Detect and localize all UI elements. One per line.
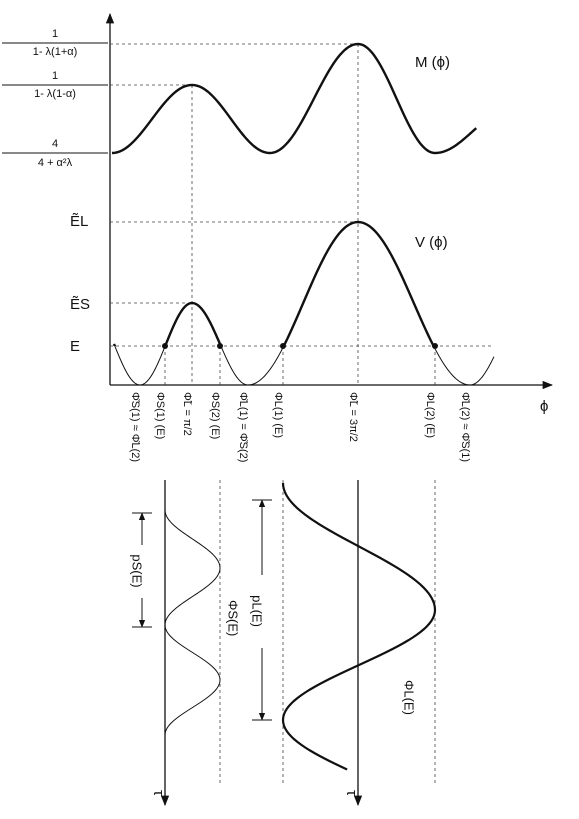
axis-label: ϕ: [540, 398, 548, 415]
level-label: E: [70, 338, 80, 355]
m-labels: 1 1- λ(1+α) 1 1- λ(1-α) 4 4 + α²λ: [2, 28, 108, 169]
x-tick-label: ΦL(1) (E): [272, 392, 284, 438]
curve-label: M (ϕ): [415, 54, 450, 71]
numerator: 1: [52, 28, 58, 40]
x-tick-label: Φ̃L = π/2: [181, 392, 193, 436]
curve-label: ΦL(E): [402, 680, 417, 715]
v-curve-above-e: [112, 220, 435, 346]
denominator: 1- λ(1+α): [33, 46, 78, 58]
numerator: 1: [52, 70, 58, 82]
m-curve: [111, 42, 478, 155]
x-tick-label: ΦL(2) (E): [424, 392, 436, 438]
axis-label: τ: [150, 790, 167, 796]
period-label: pS(E): [130, 554, 145, 587]
period-markers: [132, 499, 272, 721]
curves: [111, 42, 495, 771]
x-tick-label: Φ̌L(1) = Φ̌S(2): [237, 392, 249, 462]
x-tick-label: ΦS(2) (E): [209, 392, 221, 439]
short-orbit: [164, 509, 221, 736]
long-orbit: [281, 482, 437, 771]
denominator: 1- λ(1-α): [34, 88, 76, 100]
x-tick-label: Φ̌S(1) ≈ Φ̌L(2): [129, 392, 141, 462]
curve-label: ΦS(E): [226, 600, 241, 636]
x-ticks: Φ̌S(1) ≈ Φ̌L(2) ΦS(1) (E) Φ̃L = π/2 ΦS(2) (…: [129, 392, 471, 462]
axis-label: τ: [343, 790, 360, 796]
period-label: pL(E): [250, 595, 265, 627]
x-tick-label: Φ̃L = 3π/2: [347, 392, 359, 442]
denominator: 4 + α²λ: [38, 157, 73, 169]
dots: [162, 343, 438, 349]
curve-label: V (ϕ): [415, 234, 448, 251]
x-tick-label: ΦS(1) (E): [154, 392, 166, 439]
x-tick-label: Φ̌L(2) ≈ Φ̌S(1): [459, 392, 471, 462]
level-label: ẼS: [70, 296, 90, 313]
level-label: ẼL: [70, 213, 88, 230]
numerator: 4: [52, 138, 58, 150]
